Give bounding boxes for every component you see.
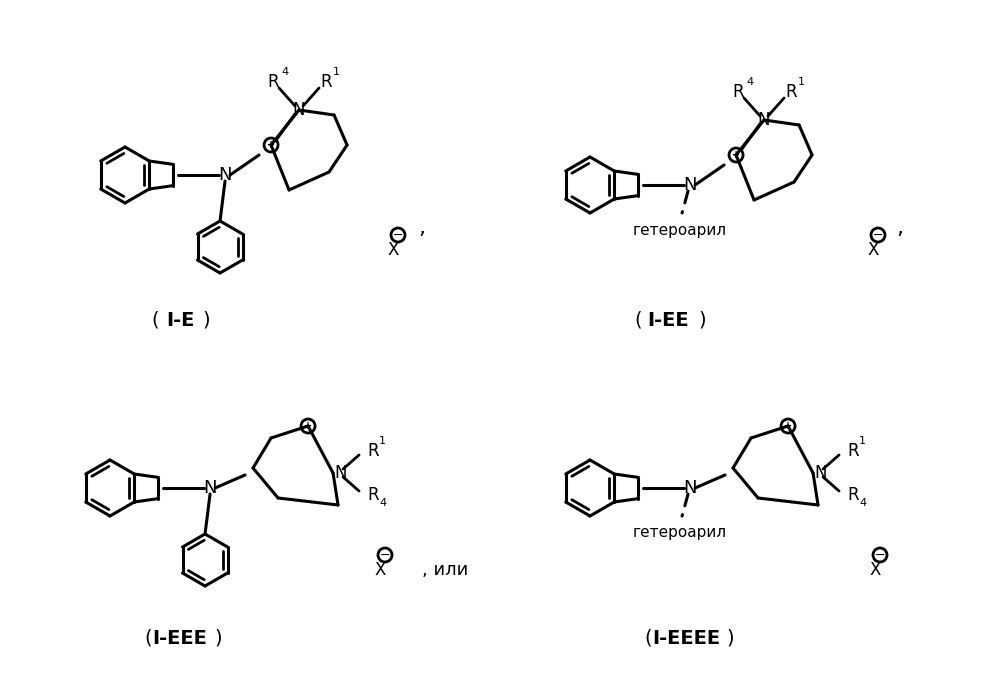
Text: X: X xyxy=(388,241,399,259)
Text: −: − xyxy=(393,228,404,242)
Text: ): ) xyxy=(698,310,706,330)
Text: 4: 4 xyxy=(859,498,866,508)
Text: R: R xyxy=(732,83,744,101)
Text: N: N xyxy=(683,479,696,497)
Text: ): ) xyxy=(726,629,734,647)
Text: X: X xyxy=(375,561,386,579)
Text: (: ( xyxy=(144,629,152,647)
Text: I-EEEE: I-EEEE xyxy=(652,629,720,647)
Text: −: − xyxy=(380,549,391,562)
Text: 4: 4 xyxy=(281,67,288,77)
Text: 4: 4 xyxy=(746,77,753,87)
Text: ,: , xyxy=(419,218,426,238)
Text: R: R xyxy=(847,486,859,504)
Text: R: R xyxy=(367,442,379,460)
Text: (: ( xyxy=(634,310,641,330)
Text: I-EE: I-EE xyxy=(647,310,689,330)
Text: +: + xyxy=(304,421,312,431)
Text: N: N xyxy=(293,101,306,119)
Text: +: + xyxy=(267,140,275,150)
Text: ): ) xyxy=(202,310,210,330)
Text: 1: 1 xyxy=(859,436,866,446)
Text: −: − xyxy=(873,228,883,242)
Text: I-E: I-E xyxy=(166,310,194,330)
Text: N: N xyxy=(815,464,827,482)
Text: N: N xyxy=(758,111,770,129)
Text: R: R xyxy=(268,73,279,91)
Text: N: N xyxy=(683,176,696,194)
Text: I-EEE: I-EEE xyxy=(153,629,208,647)
Text: (: ( xyxy=(644,629,651,647)
Text: +: + xyxy=(732,150,740,160)
Text: X: X xyxy=(869,561,881,579)
Text: ): ) xyxy=(214,629,222,647)
Text: +: + xyxy=(784,421,792,431)
Text: R: R xyxy=(847,442,859,460)
Text: −: − xyxy=(875,549,885,562)
Text: 1: 1 xyxy=(333,67,340,77)
Text: R: R xyxy=(785,83,797,101)
Text: (: ( xyxy=(151,310,159,330)
Text: 4: 4 xyxy=(379,498,387,508)
Text: N: N xyxy=(335,464,348,482)
Text: N: N xyxy=(204,479,217,497)
Text: , или: , или xyxy=(422,561,469,579)
Text: 1: 1 xyxy=(798,77,805,87)
Text: ,: , xyxy=(896,218,903,238)
Text: 1: 1 xyxy=(379,436,386,446)
Text: гетероарил: гетероарил xyxy=(633,526,727,540)
Text: гетероарил: гетероарил xyxy=(633,222,727,237)
Text: R: R xyxy=(321,73,332,91)
Text: R: R xyxy=(367,486,379,504)
Text: N: N xyxy=(219,166,232,184)
Text: X: X xyxy=(867,241,879,259)
